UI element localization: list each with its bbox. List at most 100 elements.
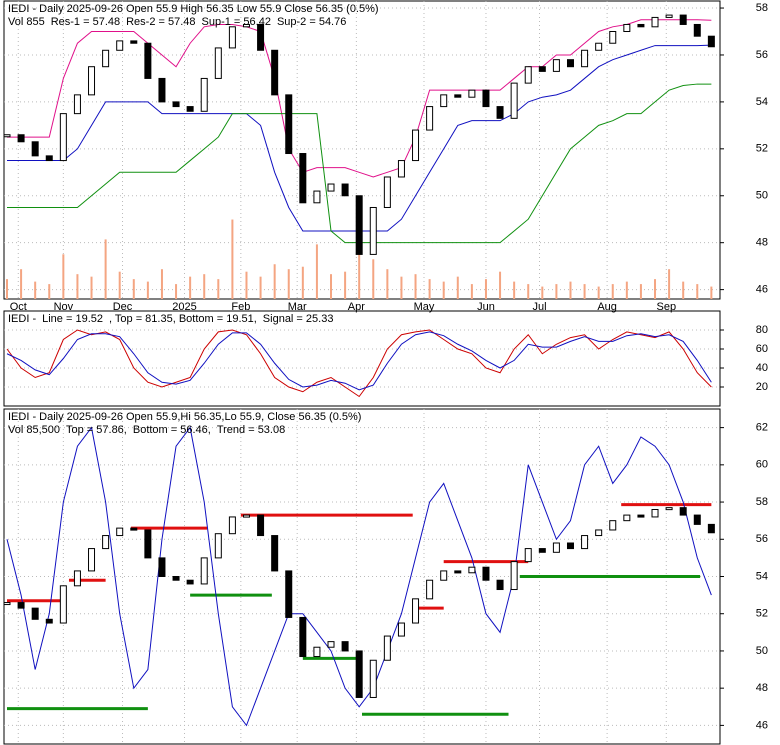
candle: [482, 566, 490, 581]
volume-bar: [20, 269, 23, 299]
volume-bar: [372, 259, 375, 299]
candle: [707, 523, 715, 534]
legend-entry: , Top = 81.35, Bottom = 19.51,: [109, 313, 257, 325]
x-tick-label: Sep: [656, 301, 676, 313]
volume-bar: [48, 284, 51, 299]
volume-bar: [625, 281, 628, 299]
panel-title: IEDI - Daily 2025-09-26 Open 55.9 High 5…: [8, 3, 379, 15]
volume-bar: [569, 281, 572, 299]
volume-bar: [414, 274, 417, 299]
volume-bar: [597, 286, 600, 299]
volume-bar: [330, 274, 333, 299]
legend-entry: Bottom = 56.46,: [133, 424, 211, 436]
candle: [355, 195, 363, 255]
candle: [313, 646, 321, 658]
y-tick-label: 46: [756, 719, 768, 731]
candle: [31, 141, 39, 157]
candle: [609, 520, 617, 531]
candle: [524, 548, 532, 563]
candle: [228, 516, 236, 535]
series-line: [7, 19, 712, 178]
y-tick-label: 48: [756, 237, 768, 249]
x-tick-label: 2025: [172, 301, 196, 313]
candle: [186, 106, 194, 112]
candle: [440, 94, 448, 108]
candle: [538, 66, 546, 72]
candle: [679, 14, 687, 25]
y-tick-label: 58: [756, 496, 768, 508]
candle: [595, 529, 603, 537]
candle: [397, 622, 405, 637]
candle: [257, 514, 265, 537]
y-tick-label: 20: [756, 381, 768, 393]
candle: [468, 566, 476, 574]
candle: [369, 206, 377, 255]
volume-bar: [470, 284, 473, 299]
legend-entry: Vol 855: [8, 16, 45, 28]
volume-bar: [217, 279, 220, 299]
legend-entry: Vol 85,500: [8, 424, 60, 436]
candle: [116, 40, 124, 51]
volume-bar: [6, 279, 8, 299]
volume-bar: [654, 279, 657, 299]
candle: [186, 579, 194, 585]
volume-bar: [456, 276, 459, 299]
candle: [609, 31, 617, 44]
volume-bar: [555, 284, 558, 299]
volume-bar: [231, 219, 234, 299]
candle: [426, 579, 434, 600]
legend-entry: Line = 19.52: [42, 313, 103, 325]
volume-bar: [428, 279, 431, 299]
candle: [581, 49, 589, 68]
candle: [158, 557, 166, 578]
volume-bar: [245, 271, 248, 299]
volume-bar: [104, 239, 107, 299]
plot: [4, 1, 720, 299]
candle: [144, 529, 152, 559]
candle: [383, 176, 391, 208]
volume-bar: [484, 279, 487, 299]
volume-bar: [301, 266, 304, 299]
volume-bar: [315, 244, 318, 299]
y-tick-label: 56: [756, 533, 768, 545]
volume-bar: [541, 286, 544, 299]
volume-bar: [386, 269, 389, 299]
legend-entry: Res-1 = 57.48: [51, 16, 120, 28]
candle: [116, 527, 124, 537]
candle: [200, 557, 208, 585]
volume-bar: [527, 284, 530, 299]
candle: [623, 514, 631, 522]
candle: [4, 602, 11, 606]
volume-bar: [203, 274, 206, 299]
y-tick-label: 62: [756, 422, 768, 434]
series-line: [6, 329, 712, 398]
volume-bar: [682, 281, 685, 299]
volume-bar: [611, 284, 614, 299]
legend-entry: Signal = 25.33: [263, 313, 334, 325]
candle: [299, 153, 307, 204]
candle: [412, 129, 420, 162]
candle: [299, 616, 307, 658]
volume-bar: [668, 269, 671, 299]
volume-bar: [400, 276, 403, 299]
volume-bar: [710, 286, 713, 299]
candle: [327, 183, 335, 192]
volume-bar: [76, 274, 79, 299]
volume-bar: [189, 276, 192, 299]
legend-entry: Res-2 = 57.48: [126, 16, 195, 28]
candle: [468, 89, 476, 98]
candle: [242, 23, 250, 28]
plot: [4, 329, 720, 398]
candle: [130, 40, 138, 44]
candle: [73, 570, 81, 587]
candle: [88, 66, 96, 96]
candle: [313, 190, 321, 204]
y-tick-label: 80: [756, 324, 768, 336]
candle: [172, 101, 180, 108]
legend-entry: Trend = 53.08: [217, 424, 285, 436]
candle: [285, 94, 293, 155]
candle: [552, 59, 560, 72]
candle: [102, 535, 110, 550]
candle: [637, 23, 645, 28]
volume-bar: [696, 284, 699, 299]
